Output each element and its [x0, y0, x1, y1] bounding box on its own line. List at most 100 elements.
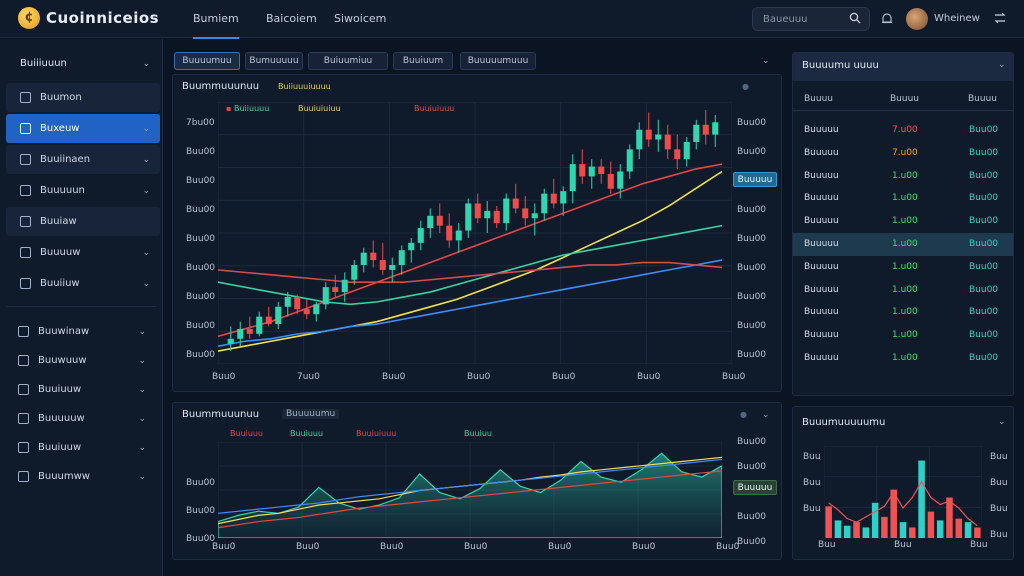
table-row[interactable]: Buuuuu 1.u00 Buu00: [793, 279, 1013, 302]
main-y-left-label-2: Buu00: [186, 147, 216, 157]
sub-y-right-label-2: Buu00: [737, 462, 767, 472]
sidebar-item-2[interactable]: Buxeuw ⌄: [6, 114, 160, 143]
table-panel: [792, 52, 1014, 396]
main-x-label-5: Buu0: [552, 372, 576, 382]
sidebar-item-1[interactable]: Buumon: [6, 83, 160, 112]
table-row[interactable]: Buuuuu 7.u00 Buu00: [793, 142, 1013, 165]
sub-chevron-down-icon[interactable]: ⌄: [762, 410, 770, 420]
table-row[interactable]: Buuuuu 1.u00 Buu00: [793, 165, 1013, 188]
bar-y-left-label-2: Buu: [803, 478, 821, 488]
bar-chart[interactable]: [824, 446, 982, 538]
table-row[interactable]: Buuuuu 1.u00 Buu00: [793, 347, 1013, 370]
candle-body: [408, 242, 415, 251]
sub-settings-icon[interactable]: ●: [740, 410, 747, 419]
table-cell-value-2: Buu00: [969, 330, 999, 341]
nav-item-1[interactable]: Bumiem: [193, 12, 239, 39]
sidebar-divider: [6, 306, 156, 307]
candle-body: [427, 215, 434, 229]
main-y-left-label-6: Buu00: [186, 263, 216, 273]
sidebar-header[interactable]: Buiiiuuun ⌄: [0, 51, 160, 77]
swap-icon[interactable]: [993, 11, 1007, 25]
sidebar-item-6[interactable]: Buuuuw ⌄: [6, 238, 160, 267]
sidebar-item-label: Buuiuuw: [38, 442, 82, 453]
bar-y-right-label-3: Buu: [990, 504, 1008, 514]
sidebar-item-5[interactable]: Buuiaw: [6, 207, 160, 236]
sub-legend-3: Buuiuiuuu: [356, 429, 397, 438]
table-cell-value-2: Buu00: [969, 353, 999, 363]
table-row[interactable]: Buuuuu 1.u00 Buu00: [793, 301, 1013, 324]
table-row[interactable]: Buuuuu 1.u00 Buu00: [793, 324, 1013, 347]
candle-body: [626, 149, 633, 172]
candle-body: [294, 296, 301, 310]
candle-body: [398, 250, 405, 265]
tab-2[interactable]: Bumuuuuu: [245, 52, 303, 70]
sidebar-item-group2-5[interactable]: Buuiuuw ⌄: [2, 433, 156, 462]
tabs-chevron-down-icon[interactable]: ⌄: [762, 56, 770, 66]
app-title: Cuoinniceios: [46, 9, 160, 27]
main-x-label-6: Buu0: [637, 372, 661, 382]
candle-body: [417, 228, 424, 243]
sidebar-item-group2-6[interactable]: Buuumww ⌄: [2, 462, 156, 491]
sidebar-item-icon: [20, 154, 31, 165]
main-x-label-2: 7uu0: [297, 372, 320, 382]
bar: [974, 527, 981, 538]
sidebar-item-group2-4[interactable]: Buuuuuw ⌄: [2, 404, 156, 433]
sub-y-left-label-3: Buu00: [186, 534, 216, 544]
tab-5[interactable]: Buuuuumuuu: [460, 52, 536, 70]
sub-chart-title: Buummuuunuu: [182, 409, 260, 420]
bar: [825, 506, 832, 538]
main-settings-icon[interactable]: ●: [742, 82, 749, 91]
candle-body: [465, 203, 472, 231]
bell-icon[interactable]: [880, 12, 894, 26]
sidebar-item-group2-2[interactable]: Buuwuuw ⌄: [2, 346, 156, 375]
sidebar-item-7[interactable]: Buuiiuw ⌄: [6, 269, 160, 298]
chevron-down-icon: ⌄: [142, 59, 150, 69]
bar: [936, 520, 944, 538]
candle-body: [550, 193, 557, 204]
tab-1[interactable]: Buuuumuu: [174, 52, 240, 70]
candle-body: [446, 225, 453, 241]
chevron-down-icon: ⌄: [138, 327, 146, 337]
chevron-down-icon: ⌄: [142, 248, 150, 258]
sub-area-chart[interactable]: [218, 442, 722, 538]
sidebar-item-4[interactable]: Buuuuun ⌄: [6, 176, 160, 205]
table-chevron-down-icon[interactable]: ⌄: [998, 60, 1006, 70]
search-icon[interactable]: [849, 12, 861, 24]
table-row[interactable]: Buuuuu 7.u00 Buu00: [793, 119, 1013, 142]
main-legend-3: Buuiuiuiuu: [298, 104, 341, 113]
sidebar-item-icon: [20, 123, 31, 134]
sidebar-item-label: Buuuuun: [40, 185, 85, 196]
candle-body: [702, 124, 709, 135]
user-name[interactable]: Wheinew: [934, 13, 980, 24]
table-header-divider: [793, 110, 1013, 111]
table-row[interactable]: Buuuuu 1.u00 Buu00: [793, 210, 1013, 233]
avatar[interactable]: [906, 8, 928, 30]
table-row[interactable]: Buuuuu 1.u00 Buu00: [793, 187, 1013, 210]
main-y-right-label-8: Buu00: [737, 321, 767, 331]
bar-chevron-down-icon[interactable]: ⌄: [998, 417, 1006, 427]
nav-item-2[interactable]: Baicoiem: [266, 12, 317, 25]
sidebar-item-icon: [18, 442, 29, 453]
sidebar: Buiiiuuun ⌄ Buumon Buxeuw ⌄ Buuiinaen ⌄ Buuuu…: [0, 39, 163, 576]
bar-x-label-1: Buu: [818, 540, 836, 550]
main-y-right-label-6: Buu00: [737, 263, 767, 273]
main-candlestick-chart[interactable]: [218, 102, 732, 364]
search-input[interactable]: Baueuuu: [752, 7, 870, 31]
sidebar-item-group2-1[interactable]: Buuwinaw ⌄: [2, 317, 156, 346]
nav-item-3[interactable]: Siwoicem: [334, 12, 387, 25]
table-cell-value-1: 1.u00: [892, 193, 918, 204]
tab-4[interactable]: Buuiuum: [393, 52, 453, 70]
table-row[interactable]: Buuuuu 1.u00 Buu00: [793, 233, 1013, 256]
table-row[interactable]: Buuuuu 1.u00 Buu00: [793, 256, 1013, 279]
tab-3[interactable]: Buiuumiuu: [308, 52, 388, 70]
table-cell-value-2: Buu00: [969, 125, 999, 135]
sidebar-item-3[interactable]: Buuiinaen ⌄: [6, 145, 160, 174]
sidebar-item-label: Buuiinaen: [40, 154, 91, 165]
table-cell-value-1: 1.u00: [892, 284, 918, 295]
sidebar-item-group2-3[interactable]: Buuiuuw ⌄: [2, 375, 156, 404]
table-cell-value-2: Buu00: [969, 307, 999, 318]
main-y-right-label-4: Buu00: [737, 205, 767, 215]
sub-y-left-label-2: Buu00: [186, 506, 216, 516]
candle-body: [645, 129, 652, 140]
candle-body: [484, 210, 491, 219]
